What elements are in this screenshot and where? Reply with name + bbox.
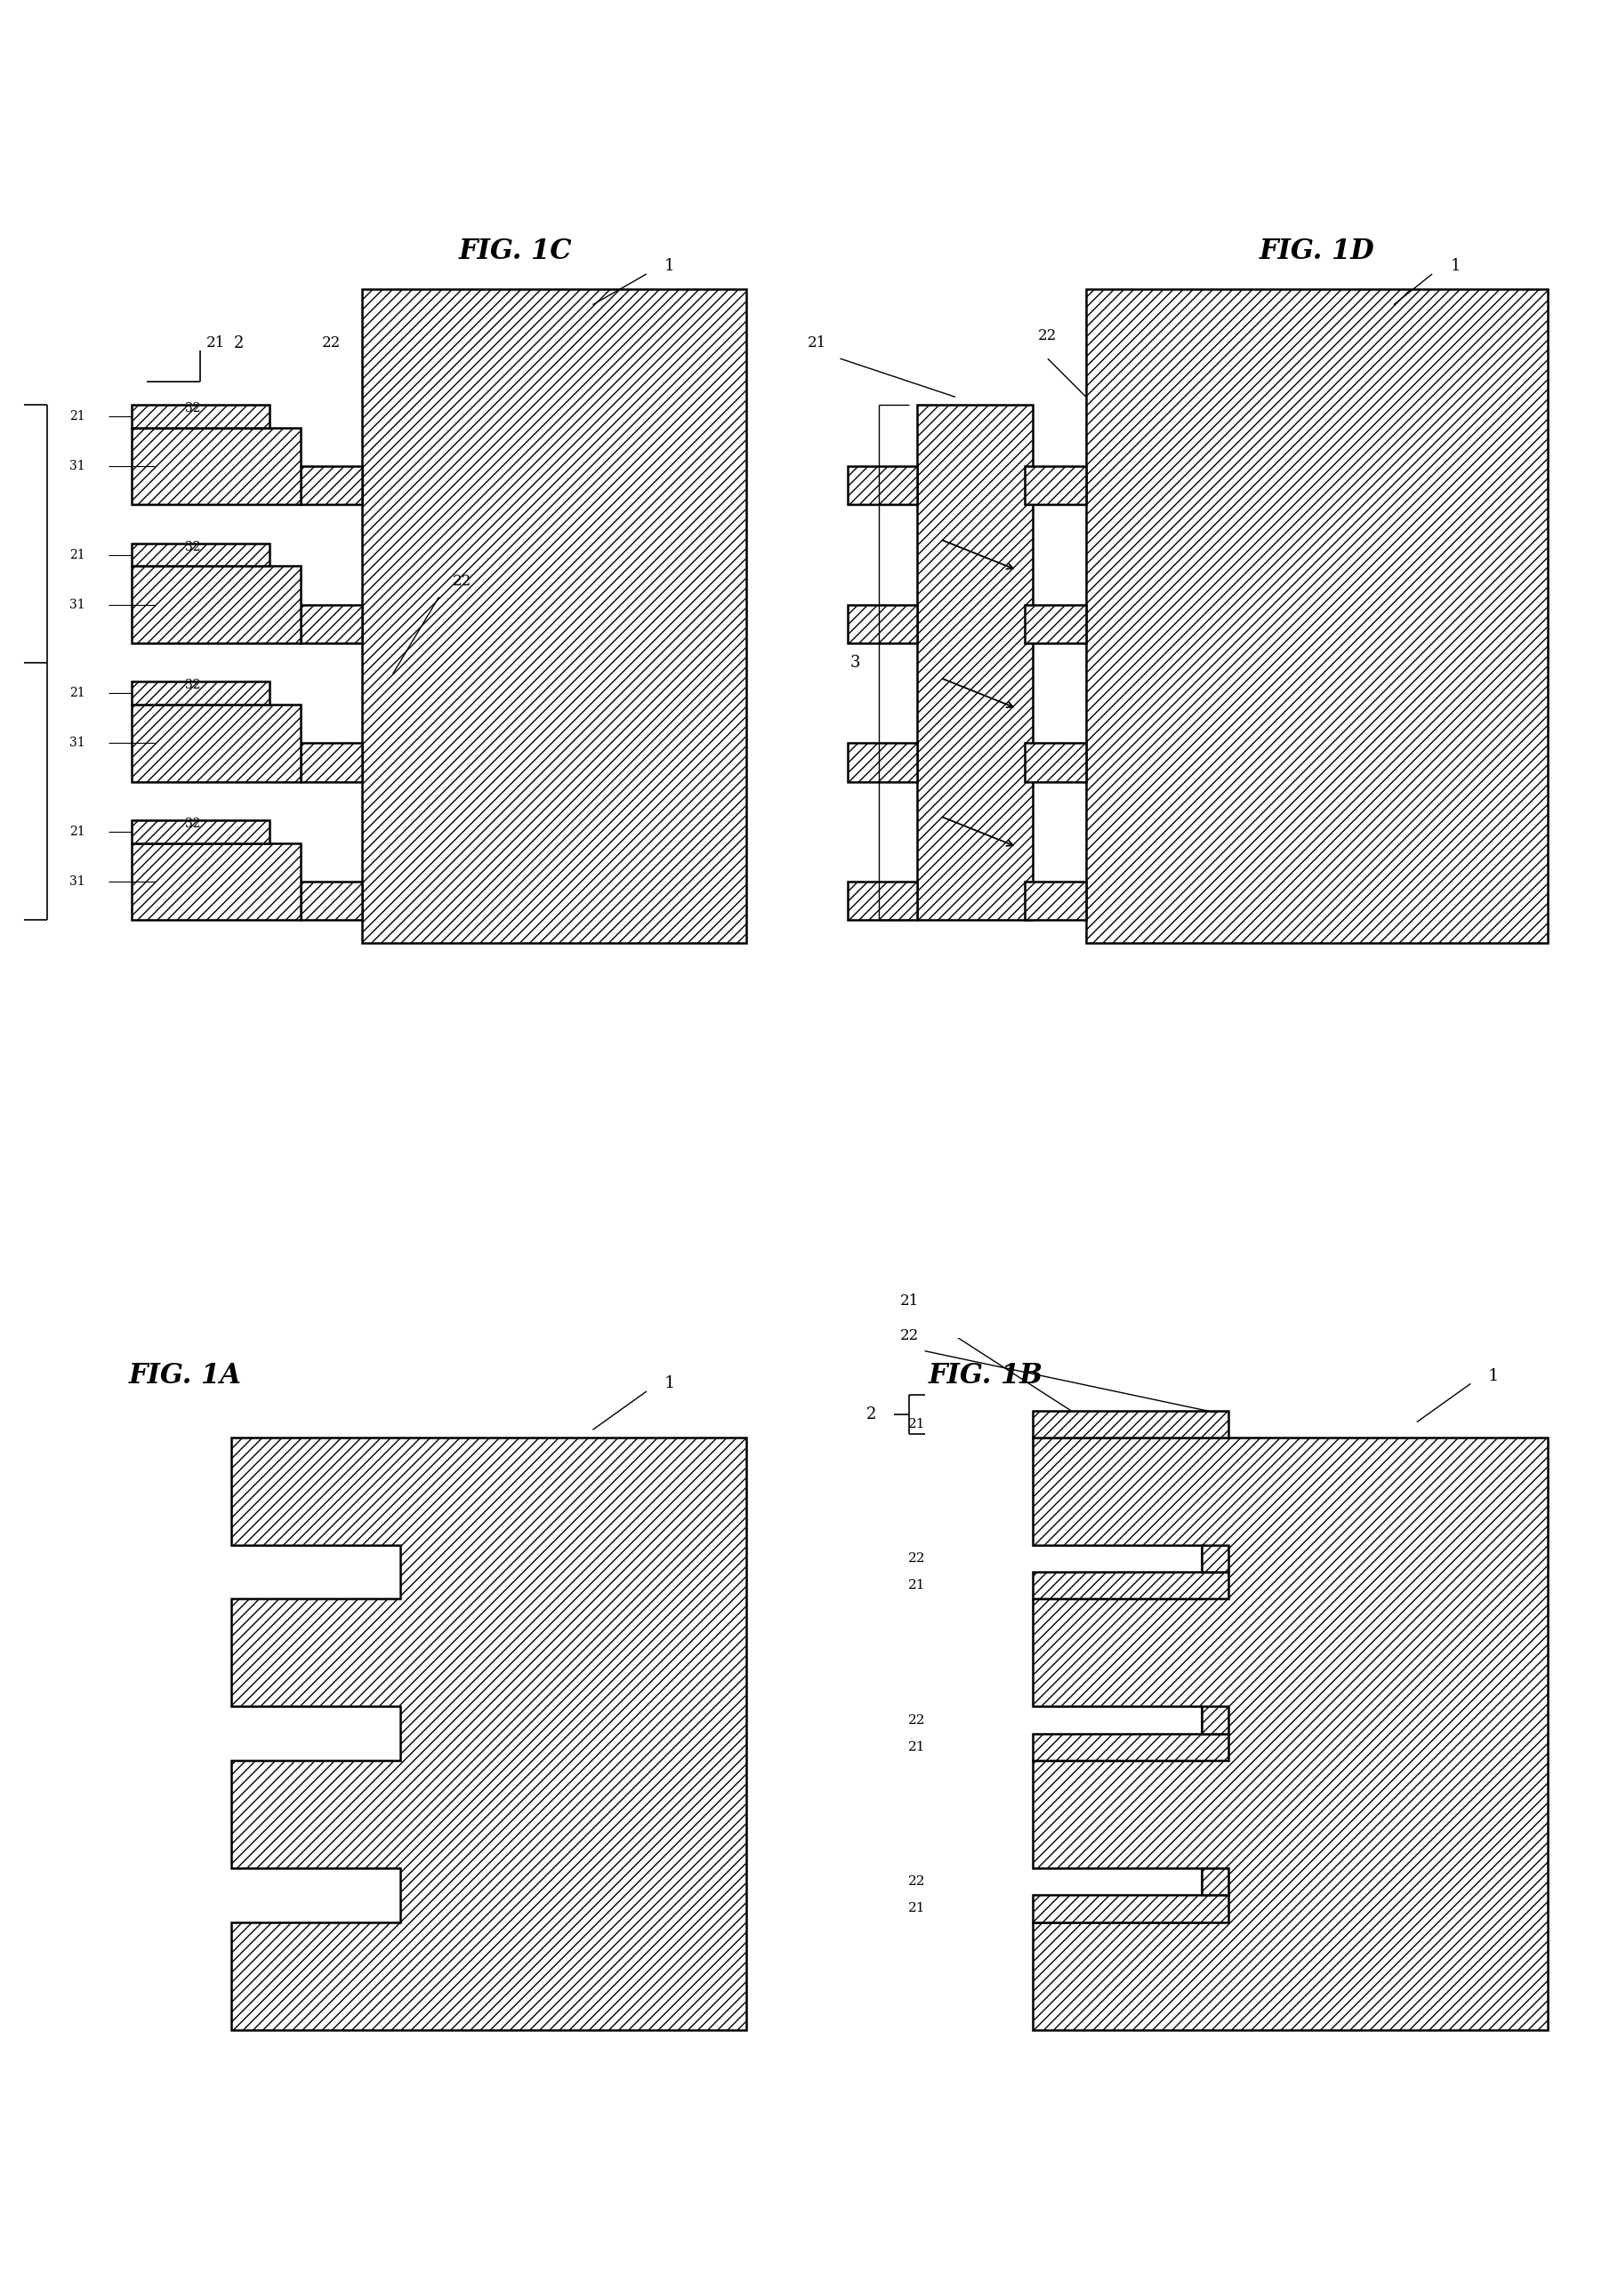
Polygon shape [301, 466, 362, 505]
Polygon shape [847, 604, 916, 643]
Text: FIG. 1B: FIG. 1B [929, 1362, 1043, 1389]
Polygon shape [1202, 1869, 1229, 1894]
Polygon shape [131, 567, 301, 643]
Text: 31: 31 [70, 459, 85, 473]
Text: 1: 1 [665, 1375, 674, 1391]
Polygon shape [131, 705, 301, 781]
Text: 21: 21 [807, 335, 827, 351]
Text: 1: 1 [1488, 1368, 1499, 1384]
Text: 1: 1 [1450, 257, 1461, 273]
Text: 22: 22 [1038, 328, 1057, 342]
Polygon shape [847, 744, 916, 781]
Text: 32: 32 [186, 542, 200, 553]
Text: 21: 21 [908, 1740, 926, 1754]
Polygon shape [847, 882, 916, 921]
Text: FIG. 1A: FIG. 1A [128, 1362, 242, 1389]
Polygon shape [1032, 1733, 1229, 1761]
Polygon shape [301, 882, 362, 921]
Polygon shape [1032, 1437, 1548, 2030]
Text: 32: 32 [186, 402, 200, 416]
Polygon shape [916, 404, 1032, 921]
Polygon shape [1032, 1410, 1229, 1437]
Polygon shape [1025, 604, 1086, 643]
Polygon shape [131, 820, 269, 843]
Text: 31: 31 [70, 599, 85, 611]
Text: 21: 21 [70, 411, 85, 422]
Polygon shape [1025, 744, 1086, 781]
Polygon shape [131, 427, 301, 505]
Polygon shape [362, 289, 747, 944]
Text: 31: 31 [70, 875, 85, 889]
Polygon shape [131, 544, 269, 567]
Text: 21: 21 [70, 549, 85, 560]
Polygon shape [1202, 1706, 1229, 1733]
Text: 2: 2 [234, 335, 244, 351]
Text: 21: 21 [70, 824, 85, 838]
Text: FIG. 1D: FIG. 1D [1259, 236, 1375, 264]
Polygon shape [1025, 466, 1086, 505]
Text: 1: 1 [665, 257, 674, 273]
Text: 22: 22 [908, 1552, 926, 1566]
Polygon shape [131, 404, 269, 427]
Polygon shape [301, 604, 362, 643]
Text: 21: 21 [908, 1903, 926, 1915]
Polygon shape [1086, 289, 1548, 944]
Text: 22: 22 [322, 335, 341, 351]
Polygon shape [231, 1437, 747, 2030]
Polygon shape [1025, 882, 1086, 921]
Text: 31: 31 [70, 737, 85, 748]
Polygon shape [1032, 1573, 1229, 1598]
Text: 21: 21 [908, 1580, 926, 1591]
Polygon shape [847, 466, 916, 505]
Text: 21: 21 [900, 1293, 918, 1309]
Polygon shape [131, 843, 301, 921]
Text: 21: 21 [207, 335, 226, 351]
Text: 32: 32 [186, 817, 200, 831]
Text: 3: 3 [851, 654, 860, 670]
Text: 21: 21 [908, 1417, 926, 1430]
Text: 21: 21 [70, 687, 85, 700]
Text: FIG. 1C: FIG. 1C [460, 236, 572, 264]
Polygon shape [1202, 1545, 1229, 1573]
Text: 32: 32 [186, 680, 200, 691]
Text: 22: 22 [453, 574, 471, 590]
Text: 2: 2 [865, 1407, 876, 1424]
Polygon shape [131, 682, 269, 705]
Polygon shape [1032, 1894, 1229, 1922]
Text: 22: 22 [908, 1713, 926, 1727]
Polygon shape [301, 744, 362, 781]
Text: 22: 22 [900, 1327, 918, 1343]
Text: 22: 22 [908, 1876, 926, 1887]
